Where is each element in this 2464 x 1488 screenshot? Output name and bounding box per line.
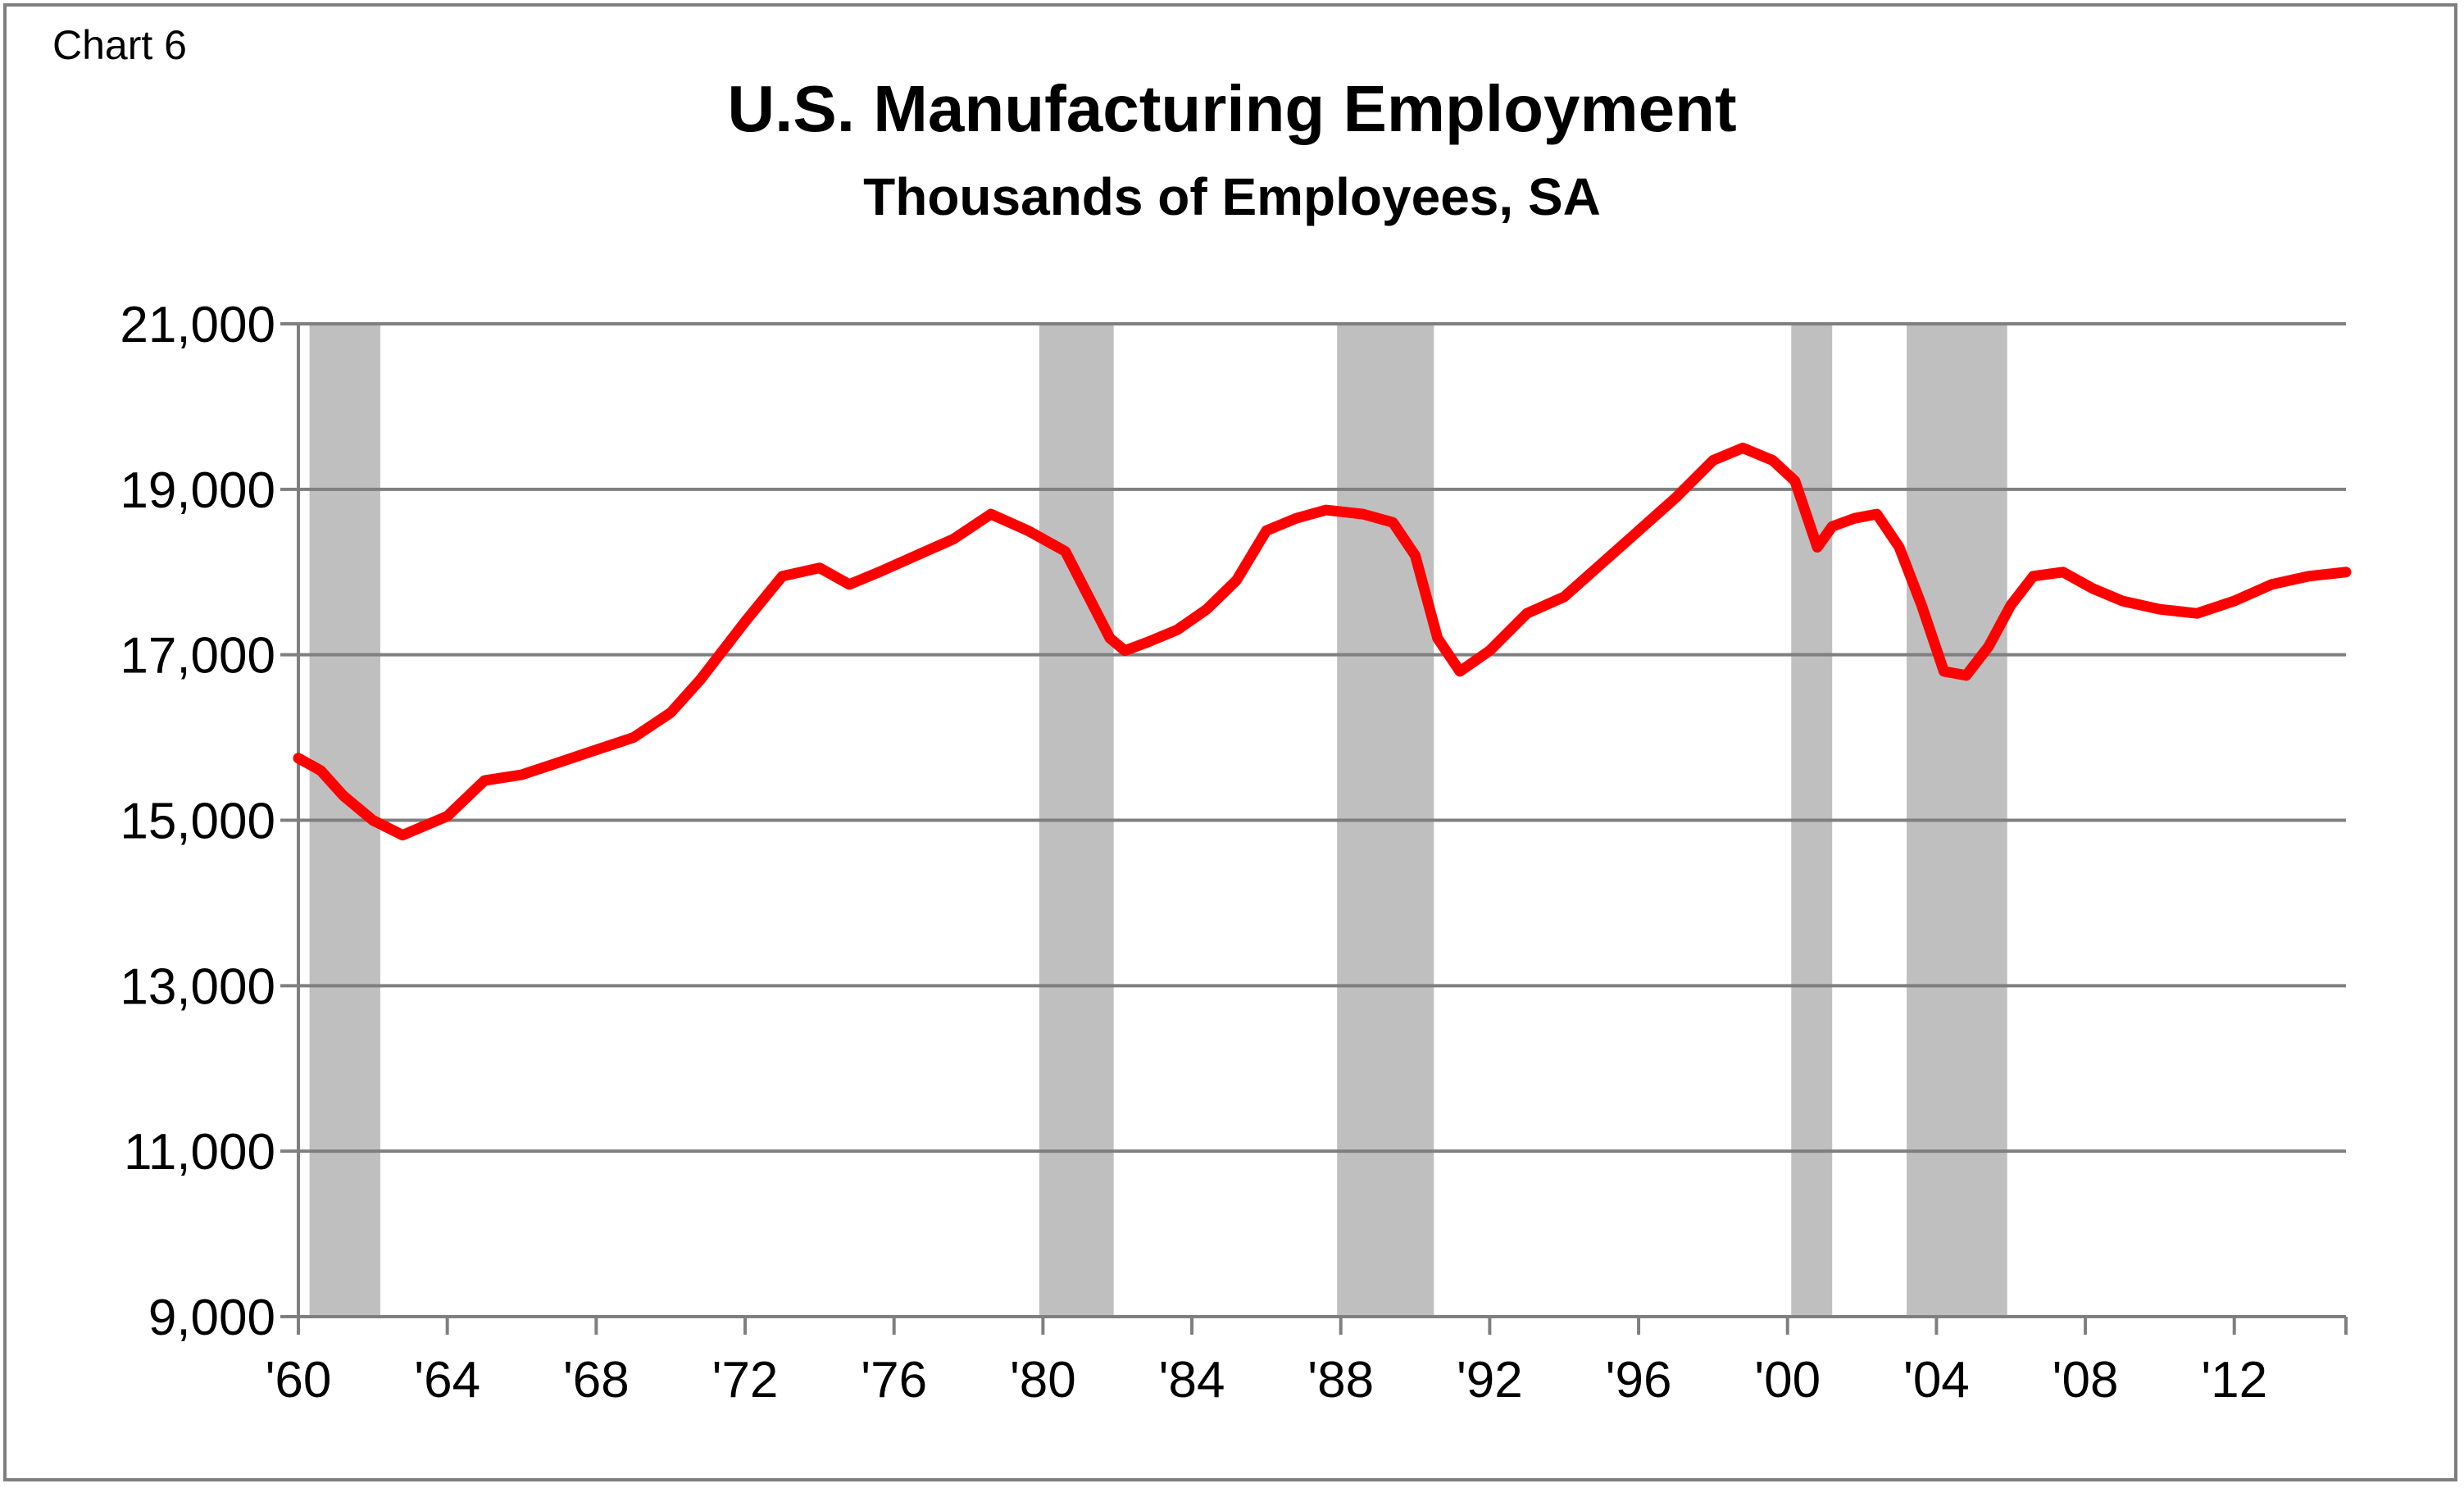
x-tick-label: '72 [712, 1352, 779, 1408]
x-tick-label: '96 [1606, 1352, 1672, 1408]
x-tick-label: '80 [1010, 1352, 1076, 1408]
y-tick-label: 19,000 [120, 462, 275, 519]
x-tick-label: '04 [1903, 1352, 1970, 1408]
y-axis-ticks: 9,000 11,000 13,000 15,000 17,000 19,000 21,00… [120, 297, 275, 1346]
y-tick-label: 21,000 [120, 297, 275, 353]
x-tick-label: '12 [2201, 1352, 2267, 1408]
x-tick-label: '76 [861, 1352, 927, 1408]
series-group [293, 442, 2352, 841]
x-tick-label: '84 [1159, 1352, 1225, 1408]
x-tick-label: '92 [1457, 1352, 1523, 1408]
axes [280, 322, 2348, 1335]
y-tick-label: 9,000 [148, 1290, 275, 1346]
chart-subtitle: Thousands of Employees, SA [863, 167, 1601, 226]
x-tick-label: '08 [2053, 1352, 2119, 1408]
chart-label: Chart 6 [52, 22, 187, 68]
x-tick-label: '88 [1307, 1352, 1374, 1408]
y-tick-label: 11,000 [124, 1124, 275, 1181]
x-tick-label: '68 [563, 1352, 630, 1408]
chart-frame [3, 3, 2457, 1481]
y-tick-label: 13,000 [120, 958, 275, 1015]
y-tick-label: 17,000 [120, 628, 275, 685]
x-tick-label: '64 [414, 1352, 480, 1408]
x-axis-ticks: '60 '64 '68 '72 '76 '80 '84 '88 '92 '96 '00 '04 '08 '… [266, 1352, 2268, 1408]
chart-title: U.S. Manufacturing Employment [727, 72, 1736, 145]
y-tick-label: 15,000 [120, 794, 275, 850]
gridlines [298, 322, 2346, 1318]
series-line [293, 442, 2352, 841]
x-tick-label: '00 [1754, 1352, 1821, 1408]
x-tick-label: '60 [266, 1352, 332, 1408]
